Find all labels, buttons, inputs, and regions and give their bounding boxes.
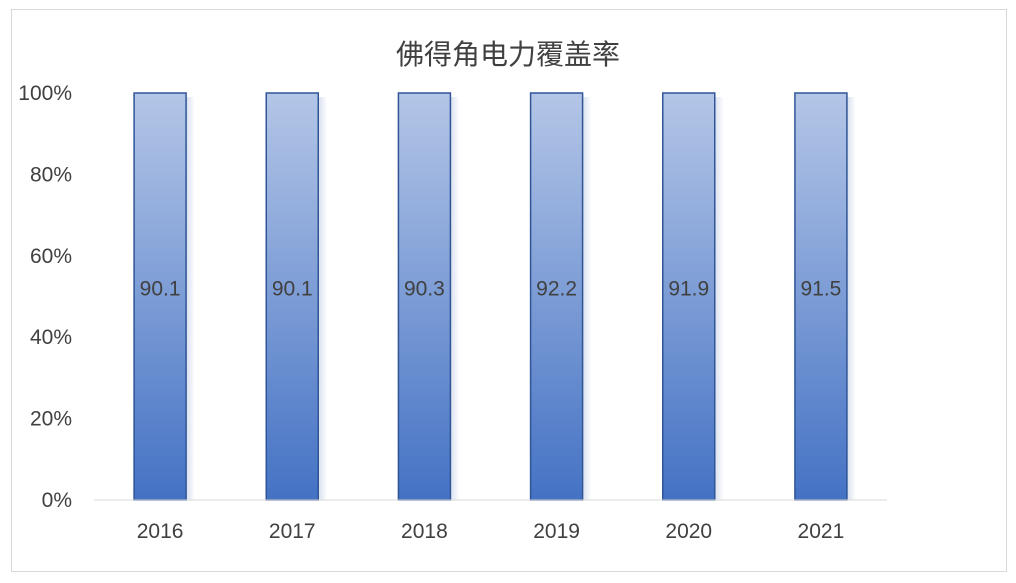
y-tick-label: 20% [30, 408, 72, 431]
y-axis: 0% 20% 40% 60% 80% 100% [18, 82, 72, 512]
data-label: 90.1 [140, 278, 181, 301]
data-label: 91.9 [668, 278, 709, 301]
bar-2017 [265, 92, 319, 501]
bar-shadow [714, 97, 724, 500]
y-tick-label: 100% [18, 82, 72, 105]
x-tick-label: 2019 [533, 520, 580, 543]
bar-2016 [133, 92, 187, 501]
y-tick-label: 0% [42, 489, 72, 512]
x-tick-label: 2016 [137, 520, 184, 543]
data-label: 92.2 [536, 278, 577, 301]
data-label: 90.1 [272, 278, 313, 301]
chart-title: 佛得角电力覆盖率 [396, 38, 620, 71]
x-tick-label: 2018 [401, 520, 448, 543]
bar-shadow [318, 97, 328, 500]
bar-shadow [846, 97, 856, 500]
x-tick-label: 2021 [798, 520, 845, 543]
x-tick-label: 2020 [665, 520, 712, 543]
bar-shadow [186, 97, 196, 500]
data-label: 90.3 [404, 278, 445, 301]
bar-2018 [397, 92, 452, 501]
data-label: 91.5 [800, 278, 841, 301]
bar-shadow [450, 97, 460, 500]
x-axis: 2016 2017 2018 2019 2020 2021 [137, 520, 845, 543]
y-tick-label: 60% [30, 245, 72, 268]
x-tick-label: 2017 [269, 520, 316, 543]
bar-shadow [582, 97, 592, 500]
bar-series: 90.1 90.1 90.3 92.2 91.9 91.5 [133, 92, 856, 501]
bar-2020 [662, 92, 716, 501]
y-tick-label: 80% [30, 163, 72, 186]
y-tick-label: 40% [30, 326, 72, 349]
